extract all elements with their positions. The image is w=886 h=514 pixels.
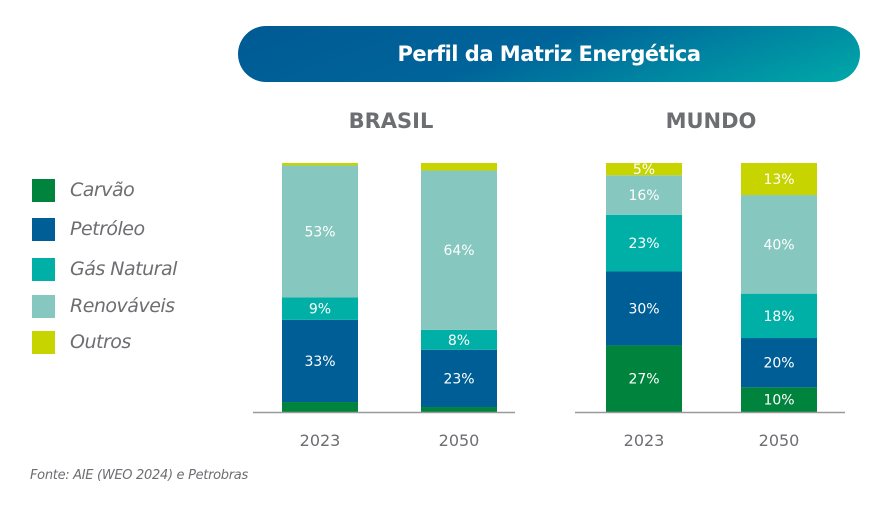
bar-segment (421, 170, 497, 330)
data-label: 20% (763, 356, 794, 372)
legend-label: Gás Natural (70, 258, 177, 280)
data-label: 18% (763, 309, 794, 325)
bar-segment (282, 297, 358, 320)
source-note: Fonte: AIE (WEO 2024) e Petrobras (30, 468, 248, 483)
legend-swatch (32, 217, 55, 241)
bar-segment (606, 214, 682, 272)
bar-segment (741, 338, 817, 388)
x-tick-label: 2050 (439, 431, 480, 450)
bar-segment (421, 163, 497, 171)
data-label: 30% (628, 301, 659, 317)
data-label: 27% (628, 372, 659, 388)
data-label: 40% (763, 237, 794, 253)
bar-segment (282, 319, 358, 403)
data-label: 53% (304, 224, 335, 240)
legend: Carvão Petróleo Gás Natural Renováveis O… (32, 178, 222, 358)
legend-swatch (32, 178, 55, 202)
legend-label: Outros (70, 331, 131, 353)
legend-label: Renováveis (70, 295, 175, 317)
legend-swatch (32, 294, 55, 318)
bar-segment (606, 345, 682, 412)
data-label: 8% (448, 333, 470, 349)
bar-segment (282, 402, 358, 412)
bar-segment (741, 387, 817, 412)
data-label: 9% (309, 302, 331, 318)
panel-title: BRASIL (349, 109, 434, 133)
data-label: 10% (763, 393, 794, 409)
bar-segment (741, 163, 817, 196)
x-tick-label: 2050 (759, 431, 800, 450)
bar-segment (606, 271, 682, 346)
legend-swatch (32, 257, 55, 281)
bar-segment (741, 293, 817, 339)
legend-label: Petróleo (70, 218, 145, 240)
legend-item-renovaveis: Renováveis (32, 294, 175, 318)
bar-segment (606, 175, 682, 215)
panel-title: MUNDO (666, 109, 757, 133)
x-tick-label: 2023 (624, 431, 665, 450)
data-label: 16% (628, 188, 659, 204)
bar-segment (282, 163, 358, 166)
legend-item-petroleo: Petróleo (32, 217, 145, 241)
data-label: 64% (443, 243, 474, 259)
legend-item-gas-natural: Gás Natural (32, 257, 177, 281)
data-label: 33% (304, 354, 335, 370)
x-tick-label: 2023 (300, 431, 341, 450)
bar-segment (282, 165, 358, 298)
data-label: 23% (443, 371, 474, 387)
bar-segment (421, 329, 497, 350)
legend-swatch (32, 330, 55, 354)
bar-segment (421, 407, 497, 412)
data-label: 5% (633, 162, 655, 178)
legend-item-outros: Outros (32, 330, 131, 354)
bar-segment (421, 349, 497, 408)
data-label: 23% (628, 236, 659, 252)
bar-segment (606, 163, 682, 176)
legend-label: Carvão (70, 179, 135, 201)
data-label: 13% (763, 172, 794, 188)
bar-segment (741, 195, 817, 294)
chart-title: Perfil da Matriz Energética (238, 26, 860, 82)
legend-item-carvao: Carvão (32, 178, 135, 202)
